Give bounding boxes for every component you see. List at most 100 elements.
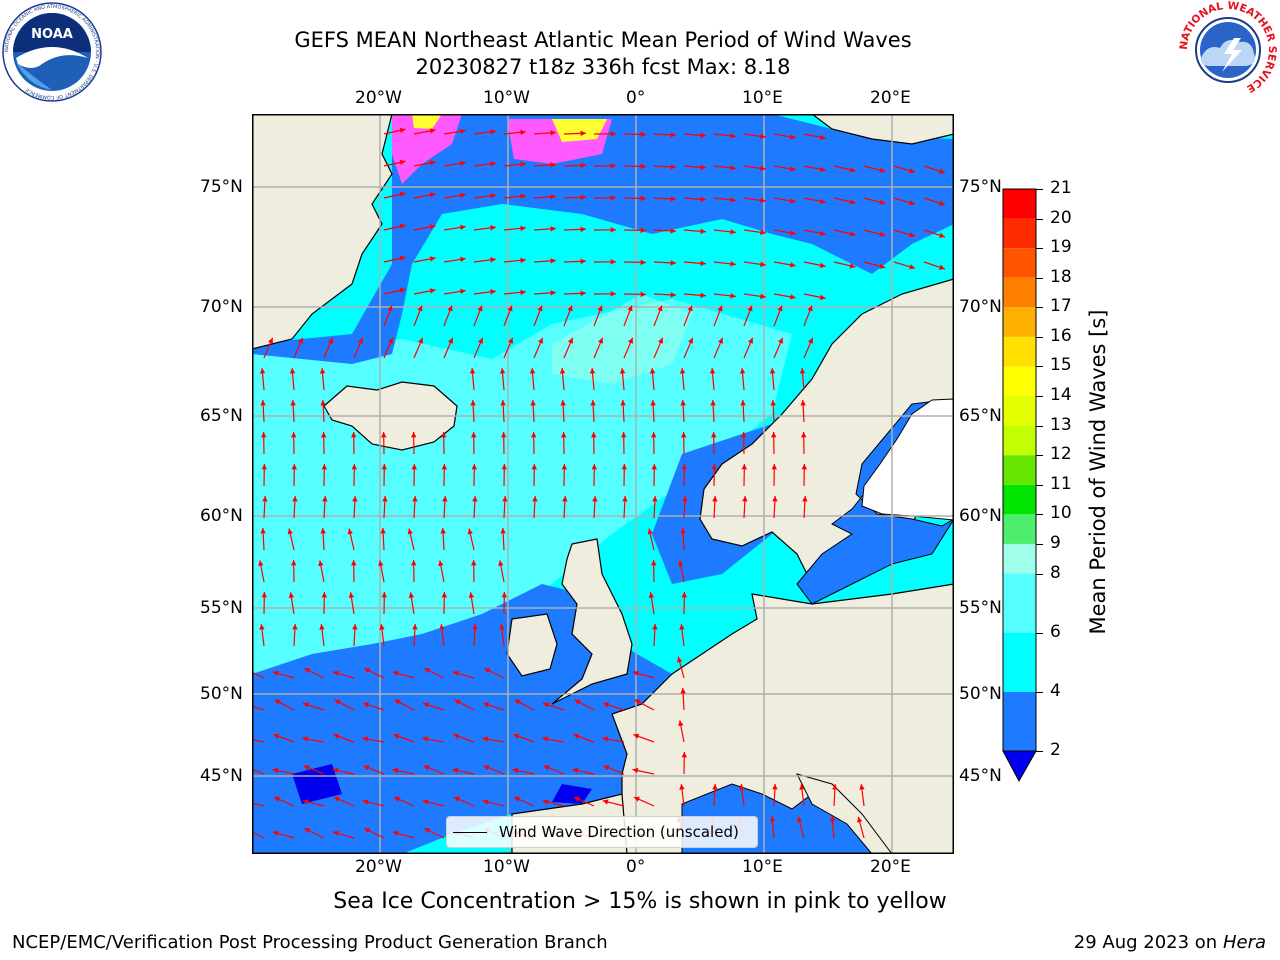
lat-label-left-45n: 45°N [200,766,243,786]
colorbar-band-2-4 [1003,691,1036,751]
wave-direction-arrowhead [712,784,718,790]
wind-wave-direction-arrows [252,127,946,839]
wave-direction-arrowhead [649,368,656,374]
land-great-britain [551,538,633,705]
wave-direction-arrowhead [717,337,724,344]
wave-direction-arrowhead [261,592,268,598]
wave-direction-arrowhead [272,670,279,677]
wave-direction-arrowhead [472,624,478,630]
wave-direction-arrowhead [352,496,358,502]
wave-direction-arrowhead [453,733,460,739]
wave-direction-arrowhead [819,262,826,268]
wave-direction-arrowhead [670,292,676,298]
wave-direction-arrowhead [514,699,521,705]
wave-direction-arrowhead [710,400,716,406]
water-baltic [796,398,954,605]
wave-direction-arrowhead [292,624,298,630]
wave-direction-arrowhead [387,337,394,344]
wave-direction-arrowhead [327,337,334,344]
wave-direction-arrowhead [274,699,281,705]
wave-direction-arrowhead [304,828,311,834]
wave-direction-arrowhead [580,162,586,169]
lon-label-bottom-20e: 20°E [870,857,911,877]
wave-direction-arrow [252,768,265,775]
wave-direction-arrowhead [627,337,634,344]
wave-direction-arrowhead [483,765,490,771]
sea-ice-note: Sea Ice Concentration > 15% is shown in … [333,889,947,914]
wave-direction-arrowhead [470,560,477,566]
wave-direction-arrowhead [632,767,639,774]
wave-direction-arrowhead [769,816,776,822]
wave-direction-arrowhead [424,668,431,674]
wave-direction-arrowhead [319,624,325,630]
wave-direction-arrowhead [321,464,328,470]
wave-direction-arrowhead [742,496,748,502]
footer-branch: NCEP/EMC/Verification Post Processing Pr… [12,932,608,953]
wave-direction-arrowhead [364,828,371,834]
colorbar-tick-mark-10 [1036,514,1043,516]
wave-direction-arrowhead [441,592,448,598]
wave-direction-arrowhead [574,699,581,705]
wave-direction-arrowhead [468,592,475,598]
wave-direction-arrowhead [650,400,656,406]
wave-direction-arrowhead [700,196,706,203]
wave-direction-arrowhead [832,784,838,790]
wave-direction-arrowhead [819,166,826,172]
wave-direction-arrowhead [490,257,496,263]
wave-direction-arrowhead [550,290,556,296]
wave-direction-arrowhead [471,464,478,470]
colorbar-tick-16: 16 [1050,325,1072,346]
wave-direction-arrowhead [483,702,490,708]
wave-direction-arrowhead [807,337,814,344]
wave-direction-arrowhead [452,670,459,677]
colorbar-tick-mark-16 [1036,336,1043,338]
colorbar-tick-mark-6 [1036,632,1043,634]
wave-direction-arrowhead [460,224,466,231]
wave-direction-arrowhead [532,496,538,502]
wave-direction-arrowhead [262,496,268,502]
colorbar-band-16-17 [1003,307,1036,337]
wave-direction-arrowhead [670,164,676,170]
colorbar-tick-21: 21 [1050,178,1072,198]
colorbar-tick-17: 17 [1050,296,1072,317]
wave-direction-arrowhead [429,288,436,294]
wave-direction-arrowhead [561,464,568,470]
wave-direction-arrowhead [679,368,686,374]
wave-direction-arrowhead [640,227,646,234]
colorbar-tick-6: 6 [1050,621,1061,642]
lon-label-bottom-20w: 20°W [355,857,402,877]
wave-direction-arrowhead [322,496,328,502]
legend-line-sample [453,831,487,833]
wave-direction-arrowhead [938,264,945,270]
wave-direction-arrowhead [597,337,604,344]
lat-label-right-60n: 60°N [959,506,1002,526]
wave-direction-arrowhead [332,767,339,774]
colorbar-bands [1003,189,1036,751]
wave-direction-arrowhead [292,496,298,502]
wave-direction-arrowhead [619,368,626,374]
wave-direction-arrowhead [760,293,766,300]
wave-direction-arrowhead [807,305,813,312]
wave-direction-arrowhead [304,668,311,674]
wave-direction-arrowhead [550,162,556,168]
wave-direction-arrowhead [530,400,536,406]
wave-direction-arrowhead [460,256,466,263]
wave-direction-arrowhead [857,816,863,823]
wave-direction-arrowhead [760,165,766,172]
wave-direction-arrowhead [739,368,746,374]
noaa-logo: NOAA NATIONAL OCEANIC AND ATMOSPHERIC AD… [2,2,102,102]
wave-direction-arrowhead [687,305,693,312]
wave-direction-arrowhead [467,528,473,535]
wave-direction-arrowhead [770,432,777,438]
wave-direction-arrowhead [603,702,610,708]
wave-direction-arrowhead [802,496,808,502]
wave-direction-arrowhead [542,736,549,742]
wave-direction-arrowhead [717,305,723,312]
colorbar-tick-mark-17 [1036,307,1043,309]
wave-direction-arrowhead [849,231,856,237]
wave-direction-arrow [252,705,265,711]
colorbar-tick-mark-12 [1036,455,1043,457]
wave-direction-arrowhead [590,432,597,438]
wave-direction-arrowhead [381,592,388,598]
wave-direction-arrowhead [740,432,747,438]
